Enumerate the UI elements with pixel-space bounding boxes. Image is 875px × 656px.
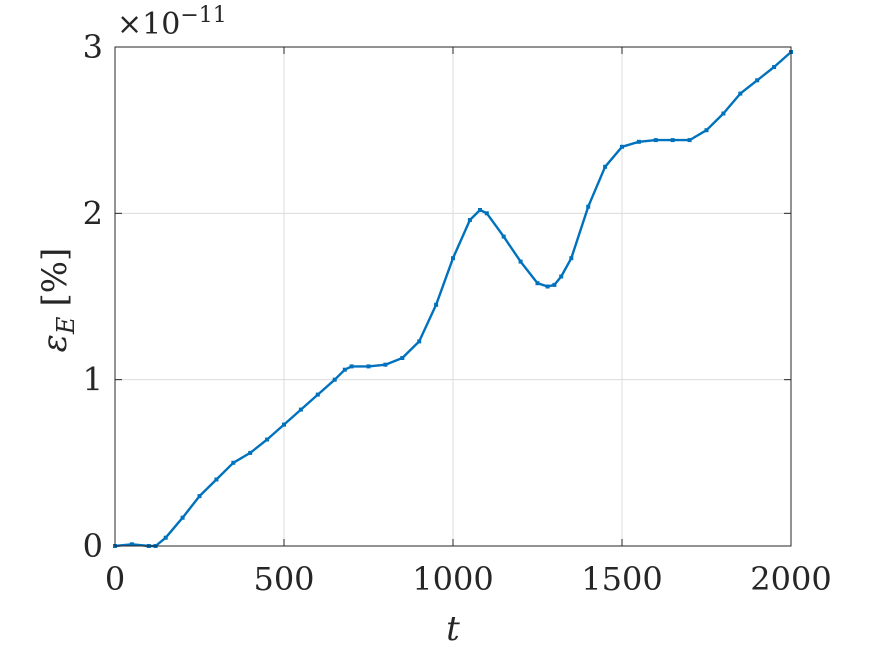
data-point bbox=[478, 208, 482, 212]
series-line bbox=[113, 50, 793, 548]
data-point bbox=[772, 65, 777, 69]
data-point bbox=[451, 256, 455, 261]
y-tick-label: 3 bbox=[83, 28, 103, 66]
x-axis-label: t bbox=[446, 609, 460, 649]
data-point bbox=[653, 138, 658, 143]
data-point bbox=[501, 234, 506, 239]
data-point bbox=[434, 302, 439, 307]
x-tick-label: 0 bbox=[105, 560, 125, 598]
data-point bbox=[603, 164, 608, 169]
y-exponent-base: ×10 bbox=[117, 7, 180, 42]
data-point bbox=[366, 364, 371, 369]
data-point bbox=[197, 494, 202, 499]
data-point bbox=[518, 259, 523, 264]
data-point bbox=[484, 211, 489, 216]
tick-labels: 0 500 1000 1500 2000 0 1 2 3 bbox=[83, 28, 832, 598]
data-point bbox=[569, 256, 574, 261]
data-point bbox=[670, 138, 675, 143]
data-point bbox=[180, 515, 185, 520]
data-point bbox=[417, 339, 422, 344]
data-point bbox=[586, 204, 591, 209]
data-point bbox=[315, 392, 320, 397]
data-point bbox=[298, 407, 303, 412]
plot-frame bbox=[114, 46, 792, 547]
y-axis-label: εE [%] bbox=[35, 248, 80, 353]
data-point bbox=[620, 144, 624, 149]
y-exponent-power: −11 bbox=[180, 3, 226, 28]
data-point bbox=[248, 450, 253, 455]
data-point bbox=[535, 281, 540, 286]
y-axis-label-unit: [%] bbox=[35, 248, 75, 307]
data-point bbox=[467, 218, 472, 222]
data-point bbox=[738, 91, 743, 96]
x-tick-label: 500 bbox=[253, 560, 314, 598]
series-group bbox=[113, 50, 793, 548]
x-tick-label: 1500 bbox=[581, 560, 662, 598]
data-point bbox=[214, 477, 219, 482]
data-point bbox=[559, 274, 564, 279]
data-point bbox=[687, 138, 692, 143]
y-axis-label-subscript: E bbox=[52, 316, 80, 335]
data-point bbox=[721, 111, 726, 116]
data-point bbox=[755, 78, 760, 83]
y-tick-label: 2 bbox=[83, 194, 103, 232]
data-point bbox=[282, 422, 286, 427]
data-point bbox=[163, 535, 168, 540]
data-point bbox=[545, 284, 550, 289]
data-point bbox=[349, 364, 354, 369]
y-exponent-label: ×10−11 bbox=[117, 3, 227, 42]
data-point bbox=[552, 282, 557, 287]
data-point bbox=[636, 139, 641, 144]
y-axis-label-symbol: ε bbox=[35, 334, 75, 352]
y-tick-label: 1 bbox=[83, 361, 103, 399]
data-point bbox=[383, 362, 388, 367]
data-point bbox=[704, 128, 709, 133]
data-point bbox=[342, 367, 347, 372]
data-point bbox=[231, 460, 236, 465]
data-point bbox=[129, 542, 134, 547]
data-point bbox=[400, 356, 405, 360]
data-point bbox=[265, 437, 270, 442]
y-tick-label: 0 bbox=[83, 527, 103, 565]
x-tick-label: 2000 bbox=[750, 560, 831, 598]
data-point bbox=[332, 377, 337, 382]
x-tick-label: 1000 bbox=[412, 560, 493, 598]
